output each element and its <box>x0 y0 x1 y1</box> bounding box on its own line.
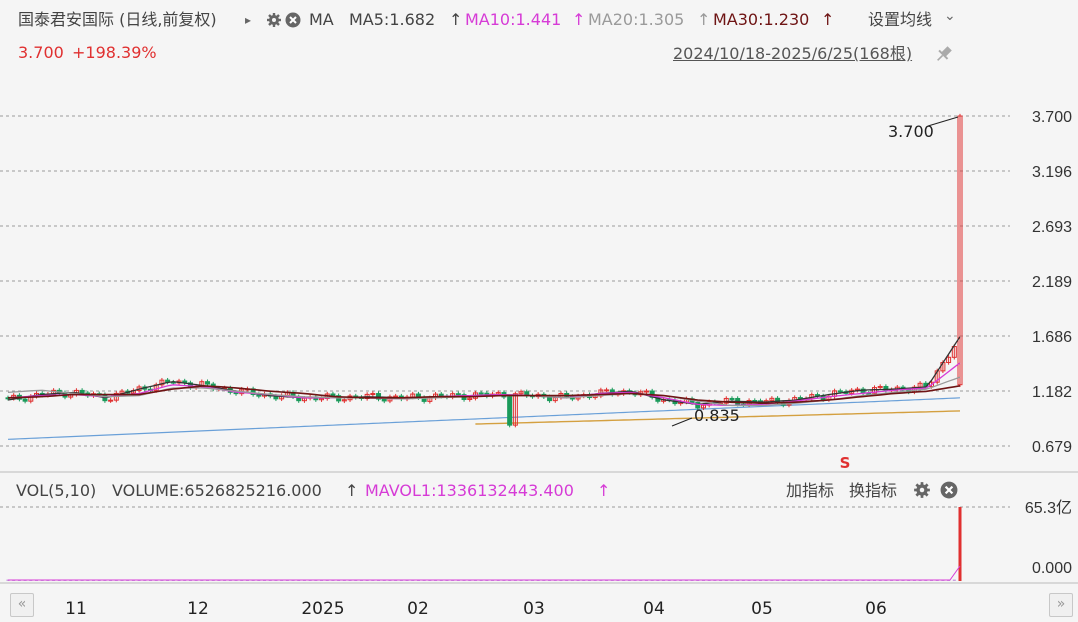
volume-value: VOLUME:6526825216.000 <box>112 481 322 500</box>
ma10-arrow-icon: ↑ <box>572 10 586 29</box>
candle-body <box>729 397 735 400</box>
low-label: 0.835 <box>694 406 740 425</box>
ma30-value: MA30:1.230 <box>713 10 810 29</box>
candle-body <box>877 385 883 389</box>
low-arrow <box>671 417 693 427</box>
gear-icon[interactable] <box>266 12 282 33</box>
y-tick-label: 1.182 <box>1032 384 1072 401</box>
candle-body <box>512 393 518 426</box>
candle-body <box>455 393 461 396</box>
chevron-down-icon[interactable]: ⌄ <box>944 8 956 24</box>
ma10-line <box>7 362 961 407</box>
y-tick-label: 1.686 <box>1032 329 1072 346</box>
volume-arrow-icon: ↑ <box>345 481 359 500</box>
candle-body <box>319 398 325 401</box>
ma30-arrow-icon: ↑ <box>821 10 835 29</box>
candle-body <box>769 397 775 402</box>
candle-body <box>837 390 843 393</box>
ma-label: MA <box>309 10 334 29</box>
volume-bar <box>958 507 962 581</box>
candle-body <box>376 393 382 400</box>
candle-body <box>695 402 701 409</box>
candle-body <box>108 399 114 402</box>
x-tick-label: 2025 <box>301 599 344 619</box>
x-tick-label: 05 <box>751 599 773 619</box>
ma60-line <box>7 397 961 440</box>
add-indicator-button[interactable]: 加指标 <box>786 481 835 500</box>
ma120-line <box>475 410 961 425</box>
y-tick-label: 2.693 <box>1032 219 1072 236</box>
vol-indicator-label: VOL(5,10) <box>16 481 97 500</box>
switch-indicator-button[interactable]: 换指标 <box>849 481 898 500</box>
ma10-value: MA10:1.441 <box>465 10 562 29</box>
high-label: 3.700 <box>888 122 934 141</box>
candle-body <box>946 356 952 364</box>
mavol-line <box>8 565 961 581</box>
candle-body <box>381 398 387 402</box>
close-icon[interactable] <box>940 481 958 499</box>
pin-icon[interactable] <box>934 44 954 64</box>
volume-bar <box>952 579 956 581</box>
mavol-arrow-icon: ↑ <box>597 481 611 500</box>
double-chevron-left-icon[interactable]: « <box>10 593 34 617</box>
ma20-value: MA20:1.305 <box>588 10 685 29</box>
ma30-line <box>7 385 961 404</box>
candle-body <box>22 398 28 402</box>
volume-zero-label: 0.000 <box>1032 560 1072 577</box>
x-tick-label: 11 <box>65 599 87 619</box>
x-tick-label: 06 <box>865 599 887 619</box>
x-tick-label: 03 <box>523 599 545 619</box>
ma5-value: MA5:1.682 <box>349 10 436 29</box>
candle-body <box>518 391 524 395</box>
candle-body <box>79 389 85 394</box>
price-change: +198.39% <box>72 43 157 62</box>
candle-body <box>478 392 484 395</box>
y-tick-label: 2.189 <box>1032 274 1072 291</box>
candle-body <box>928 381 934 387</box>
ma20-arrow-icon: ↑ <box>697 10 711 29</box>
y-tick-label: 3.196 <box>1032 164 1072 181</box>
ma5-arrow-icon: ↑ <box>449 10 463 29</box>
volume-max-label: 65.3亿 <box>1025 499 1072 517</box>
settings-ma-button[interactable]: 设置均线 <box>868 10 933 29</box>
x-tick-label: 12 <box>187 599 209 619</box>
stock-title: 国泰君安国际 (日线,前复权) <box>18 10 217 29</box>
sell-marker: S <box>840 454 851 472</box>
date-range: 2024/10/18-2025/6/25(168根) <box>673 44 913 63</box>
y-tick-label: 3.700 <box>1032 109 1072 126</box>
double-chevron-right-icon[interactable]: » <box>1049 593 1073 617</box>
last-price: 3.700 <box>18 43 64 62</box>
candle-body <box>370 393 376 396</box>
high-arrow <box>927 116 959 127</box>
close-icon[interactable] <box>285 12 301 33</box>
y-tick-label: 0.679 <box>1032 439 1072 456</box>
expand-arrow-icon[interactable]: ▸ <box>245 13 252 27</box>
candle-body <box>957 115 963 386</box>
candle-body <box>643 390 649 393</box>
x-tick-label: 04 <box>643 599 665 619</box>
candle-body <box>330 393 336 397</box>
gear-icon[interactable] <box>913 481 931 499</box>
candle-body <box>883 385 889 391</box>
candle-body <box>604 389 610 392</box>
candle-body <box>205 381 211 385</box>
mavol-value: MAVOL1:1336132443.400 <box>365 481 574 500</box>
candle-body <box>341 399 347 402</box>
candle-body <box>507 396 513 426</box>
candle-body <box>467 397 473 401</box>
chart-header: 国泰君安国际 (日线,前复权) ▸ MA MA5:1.682 ↑ MA10:1.… <box>0 0 1078 36</box>
candle-body <box>159 379 165 386</box>
x-tick-label: 02 <box>407 599 429 619</box>
